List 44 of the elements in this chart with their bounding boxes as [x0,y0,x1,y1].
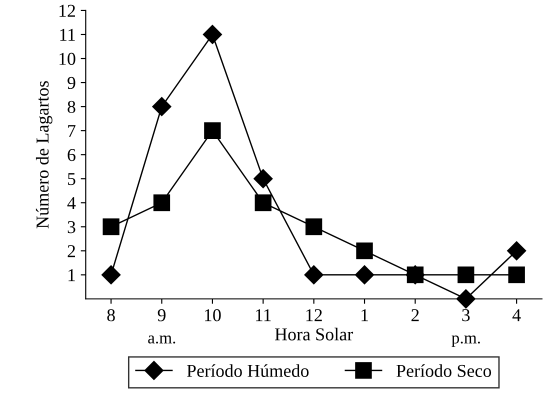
y-tick-label: 11 [60,28,75,41]
point [254,169,273,188]
point [152,97,172,116]
point [202,24,222,44]
legend-label: Período Húmedo [186,364,309,377]
y-tick-label: 10 [60,52,76,65]
y-tick-label: 3 [68,221,76,234]
x-tick-label: 4 [512,309,521,322]
point [406,266,424,284]
y-tick-label: 4 [67,197,76,209]
point [354,265,374,284]
x-tick-label: 2 [411,309,419,322]
point [153,194,170,212]
x-tick-label: 3 [462,309,470,322]
x-tick-label: 10 [205,309,221,322]
y-tick-label: 8 [68,100,76,114]
y-tick-label: 1 [68,269,75,282]
point [456,289,476,308]
point [304,265,324,284]
text: p.m. [452,335,480,347]
point [102,265,121,284]
y-axis-title: Número de Lagartos [36,81,52,228]
point [508,266,525,284]
y-tick-label: 2 [68,245,75,258]
y-tick-label: 9 [68,76,76,89]
point [305,218,322,236]
point [254,194,272,212]
x-tick-label: 11 [256,309,271,322]
point [102,218,120,236]
y-tick-label: 7 [68,125,76,137]
y-tick-label: 12 [60,4,75,17]
point [507,241,526,260]
text: a.m. [148,335,176,344]
legend-label: Período Seco [396,364,492,377]
point [356,242,373,260]
x-tick-label: 9 [158,309,166,322]
y-tick-label: 6 [68,148,76,162]
x-tick-label: 8 [107,309,115,322]
x-axis-title: Hora Solar [274,328,354,340]
point [204,122,221,139]
y-tick-label: 5 [68,173,76,186]
point [458,266,474,284]
x-tick-label: 12 [306,309,322,322]
x-tick-label: 1 [362,309,368,322]
